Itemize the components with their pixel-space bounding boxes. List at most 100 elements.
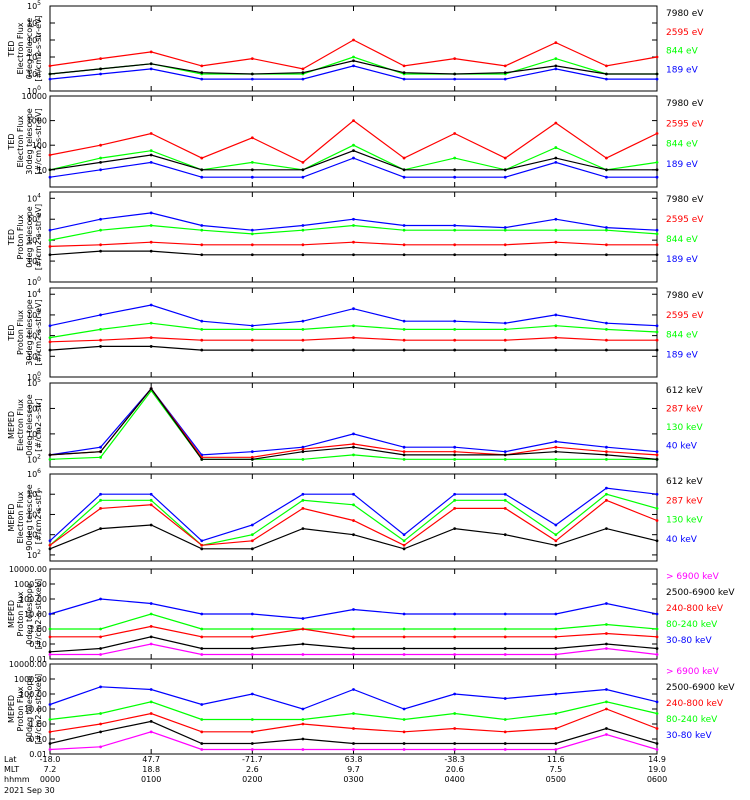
data-point	[605, 253, 608, 257]
data-point	[605, 527, 608, 530]
data-point	[655, 232, 659, 236]
data-point	[554, 523, 558, 527]
data-point	[554, 612, 558, 616]
panel-1: 100 101 102 103 104 105 TED Electron Flux 0deg t…	[7, 0, 704, 96]
data-point	[352, 492, 355, 496]
data-point	[301, 67, 305, 71]
data-point	[200, 71, 204, 75]
data-point	[655, 348, 659, 352]
data-point	[48, 653, 52, 656]
data-point	[402, 319, 406, 323]
y-tick-label: 0.01	[29, 655, 47, 664]
data-point	[48, 543, 52, 547]
data-point	[301, 224, 305, 227]
panel-3: 100 101 102 103 104 TED Proton Flux 0deg telesc…	[7, 191, 704, 287]
series-line	[49, 524, 658, 550]
y-tick-label: 1.00	[29, 720, 47, 729]
y-tick-label: 106	[27, 468, 41, 479]
data-point	[149, 153, 153, 157]
data-point	[301, 253, 305, 257]
data-point	[48, 340, 52, 344]
data-point	[503, 457, 507, 461]
data-point	[655, 627, 659, 631]
data-point	[605, 156, 608, 160]
data-point	[503, 156, 507, 160]
data-point	[554, 533, 558, 537]
data-point	[655, 506, 659, 510]
data-point	[250, 253, 254, 257]
y-tick-label: 104	[27, 17, 41, 28]
data-point	[503, 697, 507, 700]
legend-entry: 240-800 keV	[666, 699, 724, 709]
y-tick-label: 103	[27, 529, 41, 540]
data-point	[352, 240, 355, 244]
data-point	[453, 348, 457, 352]
data-point	[453, 498, 457, 502]
data-point	[402, 543, 406, 547]
y-tick-label: 102	[27, 330, 41, 341]
data-point	[503, 228, 507, 232]
data-point	[352, 217, 355, 221]
y-tick-label: 101	[27, 68, 41, 79]
data-point	[453, 224, 457, 227]
data-point	[352, 712, 355, 715]
panel-4: 100 101 102 103 104 TED Proton Flux 30deg teles…	[7, 287, 704, 382]
legend-entry: 30-80 keV	[666, 636, 712, 646]
data-point	[503, 653, 507, 656]
data-point	[352, 627, 355, 631]
data-point	[149, 523, 153, 527]
data-point	[200, 156, 204, 160]
y-axis-label: 30deg telescope	[25, 108, 34, 175]
data-point	[149, 321, 153, 325]
x-tick-label-time: 0300	[343, 775, 363, 784]
data-point	[352, 59, 355, 63]
data-point	[503, 730, 507, 734]
data-point	[149, 303, 153, 307]
x-tick-label-lat: -18.0	[40, 755, 61, 764]
data-point	[402, 653, 406, 656]
data-point	[503, 647, 507, 650]
data-point	[250, 730, 254, 734]
data-point	[250, 748, 254, 751]
plot-frame	[49, 191, 658, 283]
y-axis-label: 0deg telescope	[25, 394, 34, 455]
data-point	[554, 627, 558, 631]
data-point	[48, 635, 52, 639]
data-point	[554, 41, 558, 45]
data-point	[352, 503, 355, 507]
x-tick-label-mlt: 18.8	[142, 765, 160, 774]
y-axis-label: Proton Flux	[16, 591, 25, 636]
data-point	[402, 539, 406, 543]
data-point	[605, 453, 608, 457]
data-point	[99, 228, 102, 232]
data-point	[655, 253, 659, 257]
y-axis-label: [#/cm2-s-str-eV]	[34, 204, 43, 270]
data-point	[554, 543, 558, 547]
y-tick-label: 1.00	[29, 625, 47, 634]
x-row-label: MLT	[4, 765, 19, 774]
data-point	[48, 72, 52, 76]
data-point	[301, 748, 305, 751]
y-tick-label: 104	[27, 508, 41, 519]
data-point	[402, 450, 406, 454]
y-axis-label: MEPED	[7, 411, 16, 439]
data-point	[453, 612, 457, 616]
y-tick-label: 100.00	[19, 690, 47, 699]
data-point	[554, 748, 558, 751]
data-point	[655, 72, 659, 76]
data-point	[655, 160, 659, 164]
data-point	[655, 338, 659, 342]
series-line	[50, 613, 658, 630]
data-point	[453, 175, 457, 179]
data-point	[250, 539, 254, 543]
y-tick-label: 1000	[27, 117, 47, 126]
data-point	[301, 653, 305, 656]
x-tick-label-mlt: 19.0	[648, 765, 666, 774]
data-point	[453, 253, 457, 257]
data-point	[48, 539, 52, 543]
data-point	[200, 77, 204, 81]
y-axis-label: 0deg telescope	[25, 18, 34, 79]
data-point	[605, 72, 608, 76]
data-point	[605, 338, 608, 342]
data-point	[352, 519, 355, 522]
